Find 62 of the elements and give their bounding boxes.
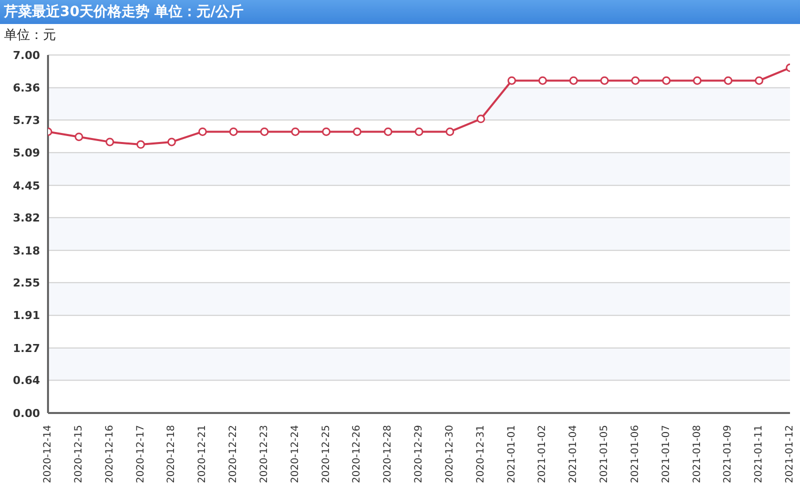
x-tick-label: 2020-12-31 [475,425,486,484]
point [167,138,176,146]
point [600,76,609,85]
x-tick-label: 2021-01-12 [784,425,796,484]
x-tick-label: 2021-01-06 [630,425,641,484]
y-tick-label: 2.55 [12,276,40,290]
point [538,76,547,85]
point [446,127,454,136]
x-tick-label: 2021-01-08 [692,425,703,484]
x-tick-label: 2020-12-30 [444,425,456,484]
x-tick-label: 2020-12-28 [382,425,394,484]
point [106,138,114,146]
x-tick-label: 2020-12-15 [73,425,84,484]
point [74,132,84,142]
point [322,127,330,136]
x-tick-label: 2020-12-24 [290,425,301,484]
y-tick-label: 6.36 [12,82,40,95]
point [260,127,269,136]
x-tick-label: 2020-12-21 [197,425,208,484]
y-tick-label: 4.45 [12,179,40,192]
x-tick-label: 2020-12-14 [42,425,54,484]
point [198,127,207,136]
point [414,127,424,136]
point [384,127,392,136]
y-tick-label: 3.18 [12,244,40,258]
x-tick-label: 2020-12-25 [320,425,332,484]
point [754,76,764,85]
point [631,76,640,85]
chart-subtitle: 单位：元 [3,27,57,45]
x-tick-label: 2021-01-05 [599,425,610,484]
x-tick-label: 2020-12-18 [166,425,178,484]
x-tick-label: 2021-01-09 [722,425,734,484]
x-tick-label: 2020-12-23 [258,425,270,484]
x-tick-label: 2021-01-04 [568,425,580,484]
point [291,127,300,136]
y-tick-label: 1.91 [12,309,40,322]
chart-title: 芹菜最近30天价格走势 单位：元/公斤 [0,0,800,24]
y-tick-label: 5.09 [12,146,40,160]
y-tick-label: 0.00 [12,406,40,420]
x-tick-label: 2020-12-17 [135,425,146,484]
x-tick-label: 2021-01-07 [660,425,672,484]
point [352,127,362,136]
x-tick-label: 2020-12-22 [228,425,239,484]
x-tick-label: 2020-12-26 [352,425,363,484]
point [476,114,486,124]
point [693,76,702,85]
x-tick-label: 2020-12-29 [414,425,424,484]
point [136,140,145,149]
y-tick-label: 0.64 [12,374,40,388]
x-tick-label: 2021-01-02 [537,425,548,484]
point [229,127,238,136]
x-tick-label: 2021-01-01 [506,425,518,484]
y-tick-label: 1.27 [12,342,40,355]
point [724,76,732,85]
y-tick-label: 3.82 [12,212,40,225]
x-tick-label: 2020-12-16 [104,425,116,484]
point [508,76,516,85]
point [569,76,578,85]
y-tick-label: 7.00 [12,48,40,62]
x-tick-label: 2021-01-11 [754,425,765,484]
point [662,76,671,85]
y-tick-label: 5.73 [12,114,40,127]
